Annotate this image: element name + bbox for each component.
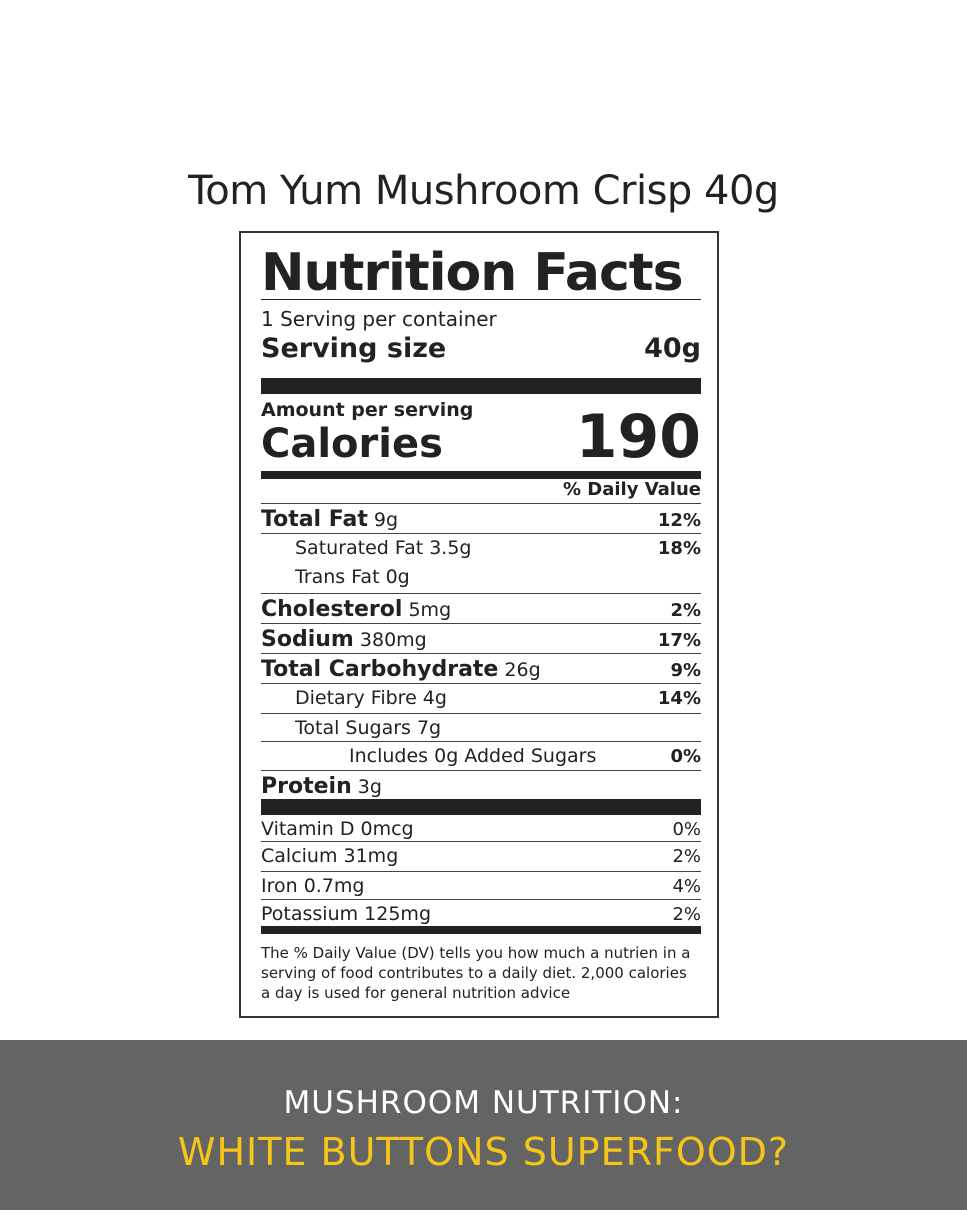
vitamin-name: Iron 0.7mg — [261, 875, 365, 897]
nutrient-row: Trans Fat 0g — [261, 563, 701, 588]
nutrient-row: Includes 0g Added Sugars 0% — [261, 741, 701, 767]
nutrient-row: Protein 3g — [261, 770, 701, 799]
nutrient-row: Cholesterol 5mg 2% — [261, 593, 701, 622]
thick-divider — [261, 471, 701, 479]
servings-per-container: 1 Serving per container — [261, 307, 497, 331]
calories-label: Calories — [261, 421, 443, 467]
vitamin-dv: 0% — [672, 819, 701, 840]
nutrient-dv: 18% — [657, 538, 701, 559]
vitamin-dv: 4% — [672, 876, 701, 897]
nutrient-dv: 0% — [670, 746, 701, 767]
thick-divider — [261, 799, 701, 815]
vitamin-name: Calcium 31mg — [261, 845, 399, 867]
amount-per-serving: Amount per serving — [261, 399, 474, 421]
thick-divider — [261, 378, 701, 394]
nutrient-name: Sodium — [261, 627, 354, 652]
vitamin-dv: 2% — [672, 904, 701, 925]
nutrient-row: Total Sugars 7g — [261, 713, 701, 739]
nutrient-dv: 17% — [657, 630, 701, 651]
serving-size-label: Serving size — [261, 333, 447, 364]
banner-line-2: WHITE BUTTONS SUPERFOOD? — [177, 1130, 790, 1174]
banner-line-1: MUSHROOM NUTRITION: — [283, 1085, 684, 1121]
vitamin-row: Vitamin D 0mcg 0% — [261, 815, 701, 840]
daily-value-header: % Daily Value — [562, 479, 701, 500]
nutrient-amount: 26g — [504, 659, 541, 681]
vitamin-name: Vitamin D 0mcg — [261, 818, 414, 840]
vitamin-row: Iron 0.7mg 4% — [261, 871, 701, 897]
nutrient-amount: 9g — [373, 509, 399, 531]
serving-size-value: 40g — [644, 333, 701, 364]
nutrient-amount: 3g — [357, 776, 382, 798]
nutrient-dv: 9% — [670, 660, 701, 681]
nutrition-facts-label: Nutrition Facts 1 Serving per container … — [239, 231, 719, 1018]
vitamin-row: Potassium 125mg 2% — [261, 899, 701, 925]
divider — [261, 299, 701, 300]
nutrient-amount: 5mg — [408, 599, 452, 621]
nutrient-row: Sodium 380mg 17% — [261, 623, 701, 652]
nutrient-name: Cholesterol — [261, 597, 403, 622]
label-heading: Nutrition Facts — [261, 243, 684, 303]
nutrient-dv: 14% — [657, 688, 701, 709]
nutrient-row: Dietary Fibre 4g 14% — [261, 683, 701, 709]
product-title: Tom Yum Mushroom Crisp 40g — [188, 168, 779, 214]
nutrient-name: Includes 0g Added Sugars — [349, 745, 597, 767]
nutrient-row: Total Carbohydrate 26g 9% — [261, 653, 701, 682]
nutrient-row: Total Fat 9g 12% — [261, 503, 701, 532]
nutrient-name: Total Sugars 7g — [295, 717, 442, 739]
nutrient-name: Dietary Fibre 4g — [295, 687, 447, 709]
vitamin-name: Potassium 125mg — [261, 903, 431, 925]
nutrient-dv: 2% — [670, 600, 701, 621]
vitamin-dv: 2% — [672, 846, 701, 867]
nutrient-name: Total Fat — [261, 507, 368, 532]
serving-size-row: Serving size 40g — [261, 333, 701, 364]
nutrient-amount: 380mg — [359, 629, 427, 651]
calories-row: Calories 190 — [261, 401, 701, 467]
nutrient-row: Saturated Fat 3.5g 18% — [261, 533, 701, 559]
nutrient-dv: 12% — [657, 510, 701, 531]
calories-value: 190 — [575, 402, 701, 472]
nutrient-name: Trans Fat 0g — [295, 566, 410, 588]
nutrient-name: Saturated Fat 3.5g — [295, 537, 472, 559]
title-banner — [0, 1040, 967, 1210]
thick-divider — [261, 926, 701, 934]
nutrient-name: Total Carbohydrate — [261, 657, 499, 682]
footnote: The % Daily Value (DV) tells you how muc… — [261, 944, 691, 1002]
nutrient-name: Protein — [261, 774, 352, 799]
vitamin-row: Calcium 31mg 2% — [261, 841, 701, 867]
